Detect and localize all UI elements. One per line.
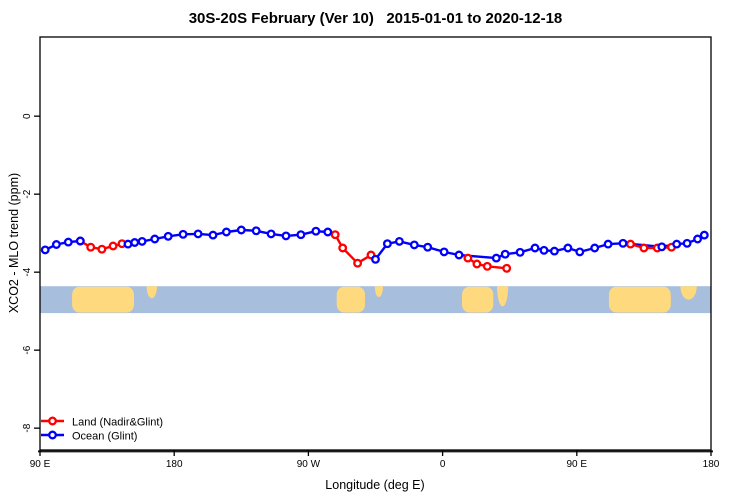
data-point-ocean [672, 239, 682, 249]
data-point-ocean [130, 238, 140, 247]
data-point-ocean [423, 242, 433, 252]
data-point-land [472, 259, 482, 269]
data-point-ocean [150, 234, 160, 244]
landmass-east-brazil-tip [374, 286, 383, 297]
data-point-ocean [618, 238, 628, 248]
map-band [40, 286, 711, 314]
data-point-ocean [63, 237, 73, 247]
landmass-australia [72, 286, 134, 313]
data-point-ocean [137, 236, 147, 246]
data-point-ocean [221, 227, 231, 237]
data-point-ocean [251, 226, 261, 236]
y-tick-label: -6 [22, 345, 33, 354]
legend-ocean-label: Ocean (Glint) [72, 431, 137, 443]
landmass-madagascar [497, 286, 509, 307]
data-point-ocean [311, 226, 321, 236]
legend-land-marker-icon [48, 416, 57, 426]
data-point-ocean [75, 236, 85, 246]
x-axis-ticks: 90 E 180 90 W 0 90 E 180 [30, 450, 720, 470]
x-tick-label: 90 E [30, 459, 51, 470]
data-point-land [482, 261, 492, 271]
data-point-ocean [40, 245, 50, 255]
series-line-ocean [126, 228, 329, 246]
data-point-land [626, 239, 635, 249]
y-axis-ticks: 0 -2 -4 -6 -8 [22, 113, 40, 433]
chart-title: 30S-20S February (Ver 10) 2015-01-01 to … [188, 10, 563, 27]
data-point-ocean [193, 229, 203, 239]
y-tick-label: -4 [22, 267, 33, 276]
data-point-ocean [178, 229, 188, 239]
data-point-ocean [409, 240, 419, 250]
series-line-ocean [44, 239, 82, 252]
data-point-ocean [549, 246, 559, 256]
legend-ocean-marker-icon [48, 430, 57, 440]
data-point-ocean [208, 230, 218, 240]
legend-land-label: Land (Nadir&Glint) [72, 417, 163, 429]
data-point-ocean [539, 245, 549, 255]
data-series [40, 225, 709, 273]
x-tick-label: 90 W [297, 459, 321, 470]
data-point-ocean [281, 231, 291, 241]
series-line-land [466, 256, 508, 270]
data-point-ocean [699, 230, 709, 240]
landmass-south-america [336, 286, 365, 313]
data-point-ocean [515, 247, 525, 257]
data-point-land [338, 243, 348, 253]
data-point-land [353, 258, 363, 268]
legend: Land (Nadir&Glint) Ocean (Glint) [41, 417, 163, 443]
data-point-ocean [454, 250, 464, 260]
map-band-landmasses [72, 286, 697, 313]
data-point-ocean [682, 238, 692, 248]
data-point-ocean [323, 227, 333, 237]
data-point-ocean [603, 239, 613, 249]
x-tick-label: 180 [703, 459, 720, 470]
data-point-land [97, 244, 107, 254]
data-point-land [463, 253, 473, 263]
landmass-new-caledonia-fiji [146, 286, 157, 299]
y-tick-label: -8 [22, 423, 33, 432]
data-point-ocean [394, 236, 404, 246]
x-axis-label: Longitude (deg E) [325, 478, 424, 492]
x-tick-label: 180 [166, 459, 183, 470]
landmass-southern-africa [462, 286, 494, 313]
data-point-ocean [439, 247, 449, 257]
series-markers-ocean [40, 225, 709, 264]
data-point-ocean [163, 231, 173, 241]
x-tick-label: 0 [440, 459, 446, 470]
axes: 90 E 180 90 W 0 90 E 180 0 -2 -4 -6 -8 Longitude … [7, 36, 720, 492]
data-point-ocean [693, 234, 703, 244]
data-point-land [330, 230, 340, 240]
y-tick-label: -2 [22, 189, 33, 198]
plot-border [39, 36, 712, 451]
data-point-land [502, 263, 512, 273]
data-point-ocean [590, 243, 600, 253]
data-point-ocean [563, 243, 573, 253]
data-point-ocean [371, 254, 380, 264]
data-point-ocean [500, 249, 510, 259]
data-point-ocean [266, 229, 276, 239]
data-point-ocean [236, 225, 246, 235]
data-point-ocean [491, 253, 501, 263]
data-point-ocean [657, 242, 667, 252]
landmass-new-caledonia-fiji-repeat [680, 286, 697, 300]
data-point-land [639, 243, 649, 253]
landmass-australia-repeat [608, 286, 671, 313]
data-point-land [108, 241, 118, 251]
data-point-ocean [51, 240, 61, 249]
y-tick-label: 0 [22, 113, 33, 119]
data-point-ocean [530, 243, 540, 253]
data-point-ocean [382, 239, 392, 249]
data-point-ocean [575, 247, 585, 257]
data-point-ocean [296, 230, 306, 240]
y-axis-label: XCO2 - MLO trend (ppm) [7, 173, 21, 313]
x-tick-label: 90 E [567, 459, 588, 470]
data-point-land [86, 242, 96, 252]
